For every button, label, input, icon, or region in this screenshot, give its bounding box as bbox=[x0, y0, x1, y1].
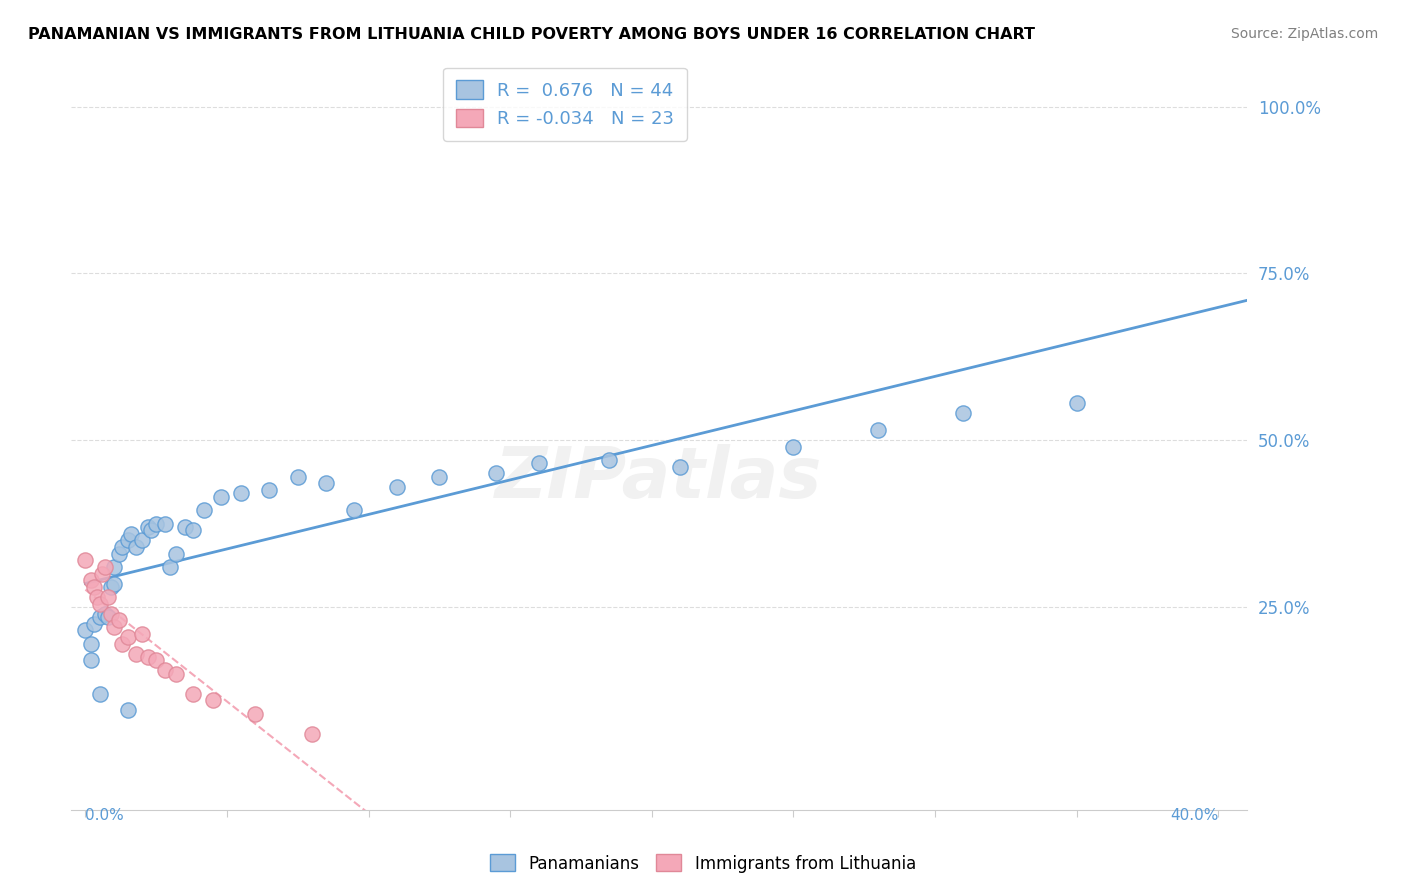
Point bbox=[91, 566, 114, 581]
Point bbox=[145, 653, 167, 667]
Point bbox=[83, 580, 105, 594]
Point bbox=[131, 626, 153, 640]
Point bbox=[97, 590, 120, 604]
Point bbox=[181, 523, 204, 537]
Point bbox=[80, 653, 103, 667]
Point bbox=[669, 459, 692, 474]
Point bbox=[120, 526, 142, 541]
Text: Source: ZipAtlas.com: Source: ZipAtlas.com bbox=[1230, 27, 1378, 41]
Point bbox=[75, 553, 97, 567]
Point bbox=[94, 559, 117, 574]
Point bbox=[201, 693, 224, 707]
Point bbox=[89, 687, 111, 701]
Point bbox=[209, 490, 232, 504]
Point bbox=[139, 523, 162, 537]
Point bbox=[429, 470, 451, 484]
Text: 40.0%: 40.0% bbox=[1170, 808, 1218, 823]
Point bbox=[315, 476, 337, 491]
Text: 0.0%: 0.0% bbox=[86, 808, 124, 823]
Point bbox=[165, 547, 187, 561]
Point bbox=[111, 636, 134, 650]
Point bbox=[193, 503, 215, 517]
Point bbox=[181, 687, 204, 701]
Point bbox=[527, 457, 550, 471]
Point bbox=[165, 666, 187, 681]
Point bbox=[287, 470, 309, 484]
Point bbox=[1066, 396, 1088, 410]
Point bbox=[173, 520, 195, 534]
Point bbox=[108, 547, 131, 561]
Point bbox=[103, 620, 125, 634]
Point bbox=[145, 516, 167, 531]
Point bbox=[117, 703, 139, 717]
Point bbox=[89, 610, 111, 624]
Legend: R =  0.676   N = 44, R = -0.034   N = 23: R = 0.676 N = 44, R = -0.034 N = 23 bbox=[443, 68, 686, 141]
Point bbox=[159, 559, 181, 574]
Point bbox=[245, 706, 267, 721]
Point bbox=[952, 406, 974, 420]
Point bbox=[259, 483, 281, 497]
Point bbox=[94, 607, 117, 621]
Point bbox=[125, 540, 148, 554]
Point bbox=[80, 573, 103, 587]
Point bbox=[868, 423, 890, 437]
Point bbox=[108, 613, 131, 627]
Point bbox=[83, 616, 105, 631]
Point bbox=[89, 597, 111, 611]
Text: ZIPatlas: ZIPatlas bbox=[495, 444, 823, 513]
Point bbox=[153, 516, 176, 531]
Point bbox=[75, 624, 97, 638]
Point bbox=[100, 580, 122, 594]
Point bbox=[117, 533, 139, 548]
Point bbox=[782, 440, 804, 454]
Point bbox=[131, 533, 153, 548]
Point bbox=[153, 663, 176, 677]
Point bbox=[598, 453, 620, 467]
Point bbox=[117, 630, 139, 644]
Point bbox=[385, 480, 408, 494]
Point bbox=[136, 649, 159, 664]
Point bbox=[103, 559, 125, 574]
Point bbox=[111, 540, 134, 554]
Point bbox=[231, 486, 253, 500]
Point bbox=[100, 607, 122, 621]
Legend: Panamanians, Immigrants from Lithuania: Panamanians, Immigrants from Lithuania bbox=[484, 847, 922, 880]
Point bbox=[86, 590, 108, 604]
Point bbox=[301, 726, 323, 740]
Point bbox=[136, 520, 159, 534]
Point bbox=[125, 647, 148, 661]
Point bbox=[97, 610, 120, 624]
Point bbox=[80, 636, 103, 650]
Point bbox=[343, 503, 366, 517]
Point bbox=[485, 467, 508, 481]
Point bbox=[103, 576, 125, 591]
Text: PANAMANIAN VS IMMIGRANTS FROM LITHUANIA CHILD POVERTY AMONG BOYS UNDER 16 CORREL: PANAMANIAN VS IMMIGRANTS FROM LITHUANIA … bbox=[28, 27, 1035, 42]
